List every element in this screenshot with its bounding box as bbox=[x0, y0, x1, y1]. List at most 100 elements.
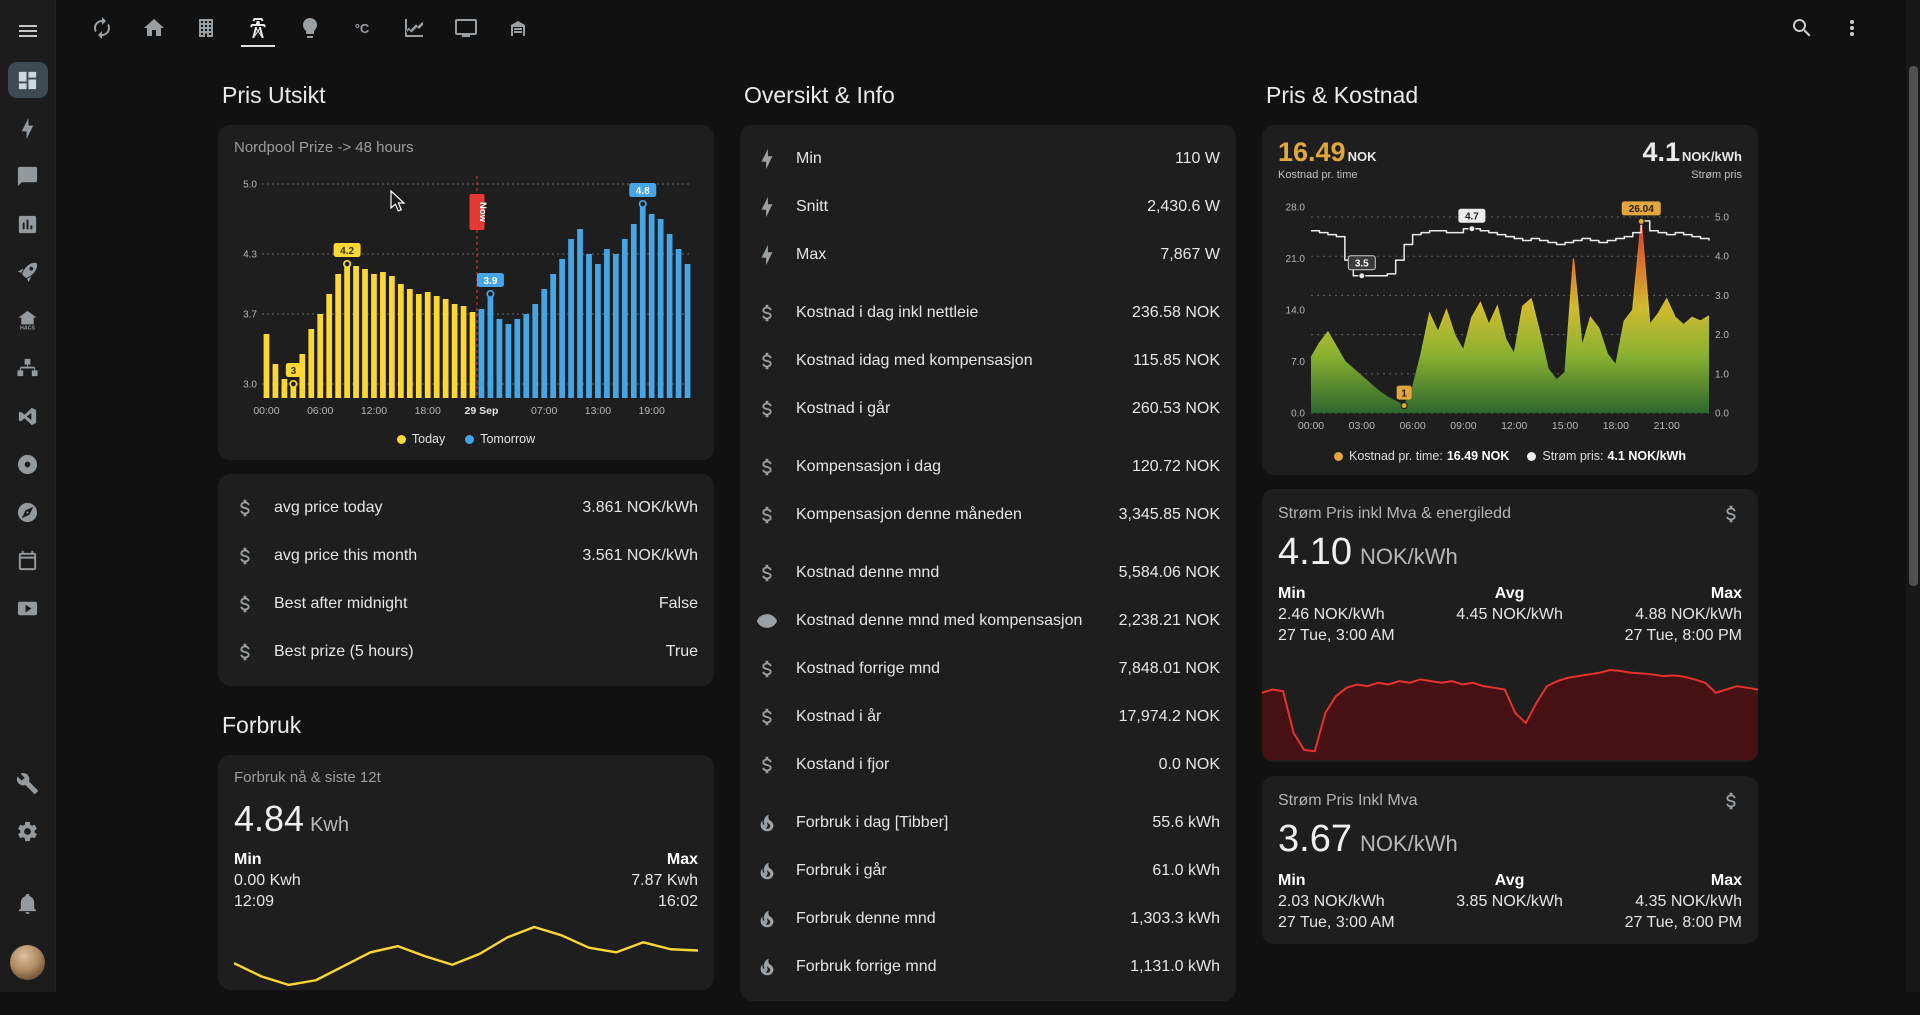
sidebar-item-icon bbox=[16, 309, 39, 332]
svg-text:3.0: 3.0 bbox=[243, 380, 257, 391]
view-tab[interactable] bbox=[232, 0, 284, 56]
nordpool-chart[interactable]: 5.0 4.3 3.7 3.0 Now 00:00 06:00 12:00 18:00 29 Se… bbox=[234, 160, 698, 430]
sidebar-item[interactable] bbox=[8, 542, 48, 578]
entity-row[interactable]: Kostnad denne mnd med kompensasjon 2,238… bbox=[740, 597, 1236, 645]
column-oversikt-info: Oversikt & Info Min 110 W Snitt bbox=[740, 56, 1236, 1015]
entity-row[interactable]: Kostnad denne mnd 5,584.06 NOK bbox=[740, 549, 1236, 597]
entity-row-label: Max bbox=[796, 246, 827, 263]
legend-dot bbox=[465, 434, 475, 444]
svg-text:0.0: 0.0 bbox=[1715, 409, 1729, 420]
view-tabs bbox=[76, 0, 544, 56]
svg-text:3.0: 3.0 bbox=[1715, 291, 1729, 302]
strompris-energiledd-card: Strøm Pris inkl Mva & energiledd 4.10 NO… bbox=[1262, 489, 1758, 763]
view-tab[interactable] bbox=[76, 0, 128, 56]
entity-row[interactable]: Kostnad i dag inkl nettleie 236.58 NOK bbox=[740, 289, 1236, 337]
view-tab[interactable] bbox=[440, 0, 492, 56]
entity-row[interactable]: Forbruk i dag [Tibber] 55.6 kWh bbox=[740, 799, 1236, 847]
entity-row-icon bbox=[234, 497, 256, 519]
sidebar-menu-button[interactable] bbox=[0, 0, 56, 62]
view-tab[interactable] bbox=[284, 0, 336, 56]
legend-label: Today bbox=[411, 432, 446, 446]
max-block: Max 4.35 NOK/kWh 27 Tue, 8:00 PM bbox=[1624, 872, 1742, 931]
entity-row[interactable]: Forbruk i går 61.0 kWh bbox=[740, 847, 1236, 895]
entity-row[interactable]: Forbruk forrige mnd 1,131.0 kWh bbox=[740, 943, 1236, 991]
entity-row[interactable]: Snitt 2,430.6 W bbox=[740, 183, 1236, 231]
strompris-mva-minmax: Min 2.03 NOK/kWh 27 Tue, 3:00 AM Avg 3.8… bbox=[1262, 863, 1758, 943]
kostnad-legend: Kostnad pr. time: 16.49 NOK Strøm pris: … bbox=[1278, 447, 1742, 469]
view-tab-icon bbox=[246, 16, 270, 40]
entity-row-label: Snitt bbox=[796, 198, 829, 215]
entity-row[interactable]: Kostand i fjor 0.0 NOK bbox=[740, 741, 1236, 789]
oversikt-card: Min 110 W Snitt 2,430.6 W Max bbox=[740, 125, 1236, 1001]
entity-row[interactable]: Kompensasjon i dag 120.72 NOK bbox=[740, 443, 1236, 491]
legend-label: Kostnad pr. time: bbox=[1349, 449, 1443, 463]
view-tab[interactable] bbox=[492, 0, 544, 56]
sidebar-item[interactable] bbox=[8, 158, 48, 194]
entity-row[interactable]: avg price today 3.861 NOK/kWh bbox=[218, 484, 714, 532]
section-title-oversikt: Oversikt & Info bbox=[744, 82, 895, 108]
entity-row-value: 3.561 NOK/kWh bbox=[582, 547, 698, 564]
svg-text:15:00: 15:00 bbox=[1552, 420, 1578, 432]
svg-text:00:00: 00:00 bbox=[1298, 420, 1324, 432]
sidebar-tool-item[interactable] bbox=[8, 765, 48, 801]
svg-text:18:00: 18:00 bbox=[1603, 420, 1629, 432]
entity-row[interactable]: Kostnad idag med kompensasjon 115.85 NOK bbox=[740, 337, 1236, 385]
sidebar-item[interactable] bbox=[8, 446, 48, 482]
svg-text:26.04: 26.04 bbox=[1629, 204, 1654, 215]
entity-row-value: False bbox=[658, 595, 698, 612]
entity-row-label: Kostand i fjor bbox=[796, 756, 890, 773]
forbruk-value-number: 4.84 bbox=[234, 798, 305, 839]
view-tab[interactable] bbox=[180, 0, 232, 56]
sidebar-item[interactable] bbox=[8, 590, 48, 626]
sidebar-item[interactable] bbox=[8, 494, 48, 530]
scrollbar-track[interactable] bbox=[1906, 0, 1920, 992]
sidebar-tool-icon bbox=[16, 772, 39, 795]
forbruk-max: Max 7.87 Kwh 16:02 bbox=[631, 851, 698, 910]
svg-text:03:00: 03:00 bbox=[1349, 420, 1375, 432]
sidebar-item[interactable] bbox=[8, 302, 48, 338]
svg-text:4.7: 4.7 bbox=[1465, 212, 1479, 223]
forbruk-chart[interactable] bbox=[234, 920, 698, 990]
forbruk-card: Forbruk nå & siste 12t 4.84 Kwh Min 0.00… bbox=[218, 755, 714, 991]
entity-row[interactable]: Max 7,867 W bbox=[740, 231, 1236, 279]
entity-row[interactable]: Kostnad i år 17,974.2 NOK bbox=[740, 693, 1236, 741]
sidebar-item[interactable] bbox=[8, 110, 48, 146]
view-tab[interactable] bbox=[128, 0, 180, 56]
dots-vertical-icon bbox=[1840, 16, 1864, 40]
view-tab[interactable] bbox=[388, 0, 440, 56]
entity-row-value: 7,867 W bbox=[1160, 246, 1220, 263]
sidebar-tool-item[interactable] bbox=[8, 813, 48, 849]
entity-row[interactable]: Best after midnight False bbox=[218, 580, 714, 628]
overflow-menu-button[interactable] bbox=[1832, 8, 1872, 48]
entity-row[interactable]: avg price this month 3.561 NOK/kWh bbox=[218, 532, 714, 580]
forbruk-value-unit: Kwh bbox=[310, 814, 349, 836]
sidebar-item[interactable] bbox=[8, 398, 48, 434]
entity-row-label: Kompensasjon denne måneden bbox=[796, 506, 1022, 523]
legend-item: Kostnad pr. time: 16.49 NOK bbox=[1334, 449, 1509, 463]
sidebar-item[interactable] bbox=[8, 206, 48, 242]
entity-row[interactable]: Kostnad i går 260.53 NOK bbox=[740, 385, 1236, 433]
user-avatar[interactable] bbox=[10, 945, 45, 980]
notifications-button[interactable] bbox=[8, 885, 48, 921]
column-pris-kostnad: Pris & Kostnad 16.49 NOK Kostnad pr. time… bbox=[1262, 56, 1758, 1015]
legend-value: 16.49 NOK bbox=[1446, 449, 1510, 463]
search-button[interactable] bbox=[1782, 8, 1822, 48]
sidebar-tool-icon bbox=[16, 820, 39, 843]
view-tab[interactable] bbox=[336, 0, 388, 56]
entity-row[interactable]: Forbruk denne mnd 1,303.3 kWh bbox=[740, 895, 1236, 943]
scrollbar-thumb[interactable] bbox=[1909, 66, 1918, 586]
entity-row[interactable]: Kompensasjon denne måneden 3,345.85 NOK bbox=[740, 491, 1236, 539]
sidebar-item[interactable] bbox=[8, 350, 48, 386]
entity-row[interactable]: Kostnad forrige mnd 7,848.01 NOK bbox=[740, 645, 1236, 693]
entity-row[interactable]: Min 110 W bbox=[740, 135, 1236, 183]
entity-row-value: 5,584.06 NOK bbox=[1118, 564, 1220, 581]
sidebar-item[interactable] bbox=[7, 62, 48, 98]
svg-text:06:00: 06:00 bbox=[307, 405, 333, 417]
forbruk-min-max: Min 0.00 Kwh 12:09 Max 7.87 Kwh 16:02 bbox=[234, 850, 698, 912]
entity-row[interactable]: Best prize (5 hours) True bbox=[218, 628, 714, 676]
strompris-energiledd-chart[interactable] bbox=[1262, 656, 1758, 762]
sidebar-item[interactable] bbox=[8, 254, 48, 290]
kostnad-chart[interactable]: 0.0 1.0 2.0 3.0 4.0 5.0 0.0 7.0 14.0 21.0 28.0 00:0… bbox=[1278, 181, 1742, 447]
sidebar bbox=[0, 0, 56, 992]
sidebar-item-icon bbox=[16, 501, 39, 524]
